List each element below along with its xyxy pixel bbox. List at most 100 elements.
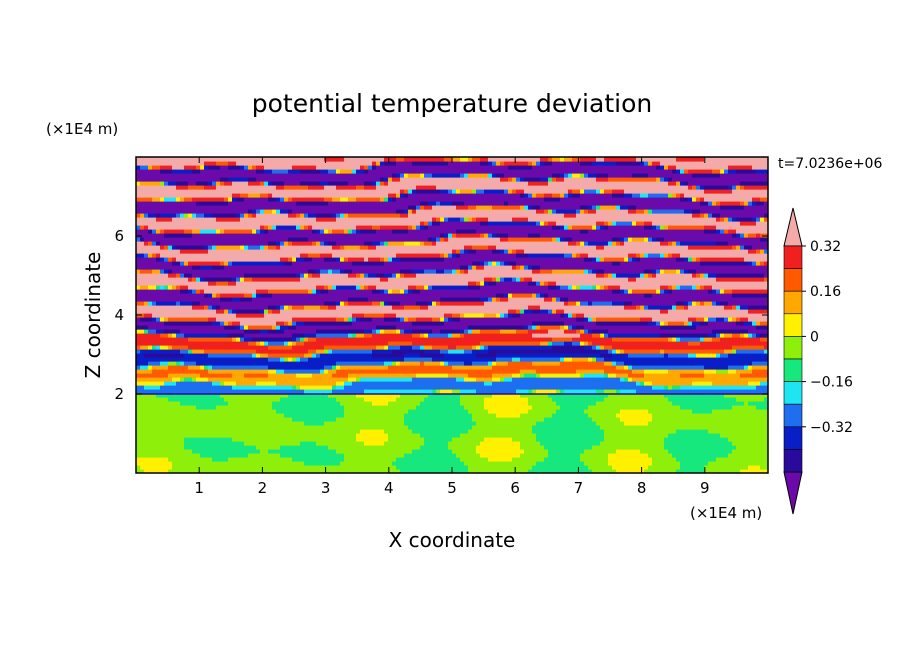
contour-cell — [176, 421, 181, 426]
contour-cell — [148, 389, 153, 394]
contour-cell — [308, 445, 313, 450]
contour-cell — [144, 297, 149, 302]
contour-cell — [216, 457, 221, 462]
contour-cell — [348, 237, 353, 242]
contour-cell — [180, 317, 185, 322]
contour-cell — [308, 289, 313, 294]
contour-cell — [232, 221, 237, 226]
contour-cell — [352, 309, 357, 314]
contour-cell — [280, 385, 285, 390]
contour-cell — [348, 381, 353, 386]
contour-cell — [352, 201, 357, 206]
contour-cell — [316, 285, 321, 290]
contour-cell — [244, 453, 249, 458]
contour-cell — [264, 349, 269, 354]
contour-cell — [196, 213, 201, 218]
contour-cell — [180, 393, 185, 398]
contour-cell — [276, 433, 281, 438]
contour-cell — [248, 245, 253, 250]
contour-cell — [244, 381, 249, 386]
contour-cell — [304, 353, 309, 358]
contour-cell — [216, 469, 221, 473]
contour-cell — [304, 421, 309, 426]
contour-cell — [324, 457, 329, 462]
contour-cell — [184, 173, 189, 178]
contour-cell — [280, 297, 285, 302]
contour-cell — [220, 377, 225, 382]
contour-cell — [244, 333, 249, 338]
contour-cell — [312, 345, 317, 350]
contour-cell — [252, 205, 257, 210]
contour-cell — [352, 449, 357, 454]
contour-cell — [172, 369, 177, 374]
contour-cell — [332, 281, 337, 286]
contour-cell — [164, 413, 169, 418]
contour-cell — [340, 181, 345, 186]
contour-cell — [264, 337, 269, 342]
contour-cell — [312, 389, 317, 394]
contour-cell — [336, 361, 341, 366]
contour-cell — [268, 405, 273, 410]
contour-cell — [304, 277, 309, 282]
contour-cell — [348, 157, 353, 162]
contour-cell — [188, 329, 193, 334]
contour-cell — [340, 205, 345, 210]
contour-cell — [184, 257, 189, 262]
contour-cell — [184, 293, 189, 298]
contour-cell — [284, 229, 289, 234]
contour-cell — [164, 369, 169, 374]
contour-cell — [204, 193, 209, 198]
contour-cell — [376, 193, 381, 198]
contour-cell — [148, 325, 153, 330]
contour-cell — [316, 273, 321, 278]
contour-cell — [296, 165, 301, 170]
contour-cell — [340, 281, 345, 286]
contour-cell — [220, 225, 225, 230]
contour-cell — [204, 433, 209, 438]
contour-cell — [156, 389, 161, 394]
contour-cell — [312, 281, 317, 286]
contour-cell — [212, 365, 217, 370]
contour-cell — [264, 429, 269, 434]
contour-cell — [348, 313, 353, 318]
contour-cell — [284, 377, 289, 382]
contour-cell — [208, 441, 213, 446]
contour-cell — [196, 381, 201, 386]
contour-cell — [380, 445, 385, 450]
contour-cell — [236, 365, 241, 370]
contour-cell — [316, 441, 321, 446]
contour-cell — [148, 285, 153, 290]
contour-cell — [192, 161, 197, 166]
contour-cell — [240, 361, 245, 366]
contour-cell — [368, 285, 373, 290]
contour-cell — [144, 269, 149, 274]
contour-cell — [376, 213, 381, 218]
contour-cell — [352, 365, 357, 370]
contour-cell — [292, 209, 297, 214]
contour-cell — [272, 217, 277, 222]
contour-cell — [192, 401, 197, 406]
contour-cell — [304, 429, 309, 434]
contour-cell — [152, 249, 157, 254]
contour-cell — [340, 337, 345, 342]
contour-cell — [256, 197, 261, 202]
contour-cell — [320, 161, 325, 166]
contour-cell — [344, 261, 349, 266]
contour-cell — [248, 393, 253, 398]
contour-cell — [308, 401, 313, 406]
contour-cell — [384, 285, 389, 290]
contour-cell — [232, 317, 237, 322]
contour-cell — [320, 297, 325, 302]
contour-cell — [224, 313, 229, 318]
contour-cell — [328, 181, 333, 186]
contour-cell — [172, 361, 177, 366]
contour-cell — [208, 389, 213, 394]
contour-cell — [196, 369, 201, 374]
contour-cell — [340, 453, 345, 458]
contour-cell — [332, 365, 337, 370]
contour-cell — [332, 201, 337, 206]
contour-cell — [340, 289, 345, 294]
contour-cell — [156, 469, 161, 473]
contour-cell — [360, 301, 365, 306]
contour-cell — [368, 445, 373, 450]
